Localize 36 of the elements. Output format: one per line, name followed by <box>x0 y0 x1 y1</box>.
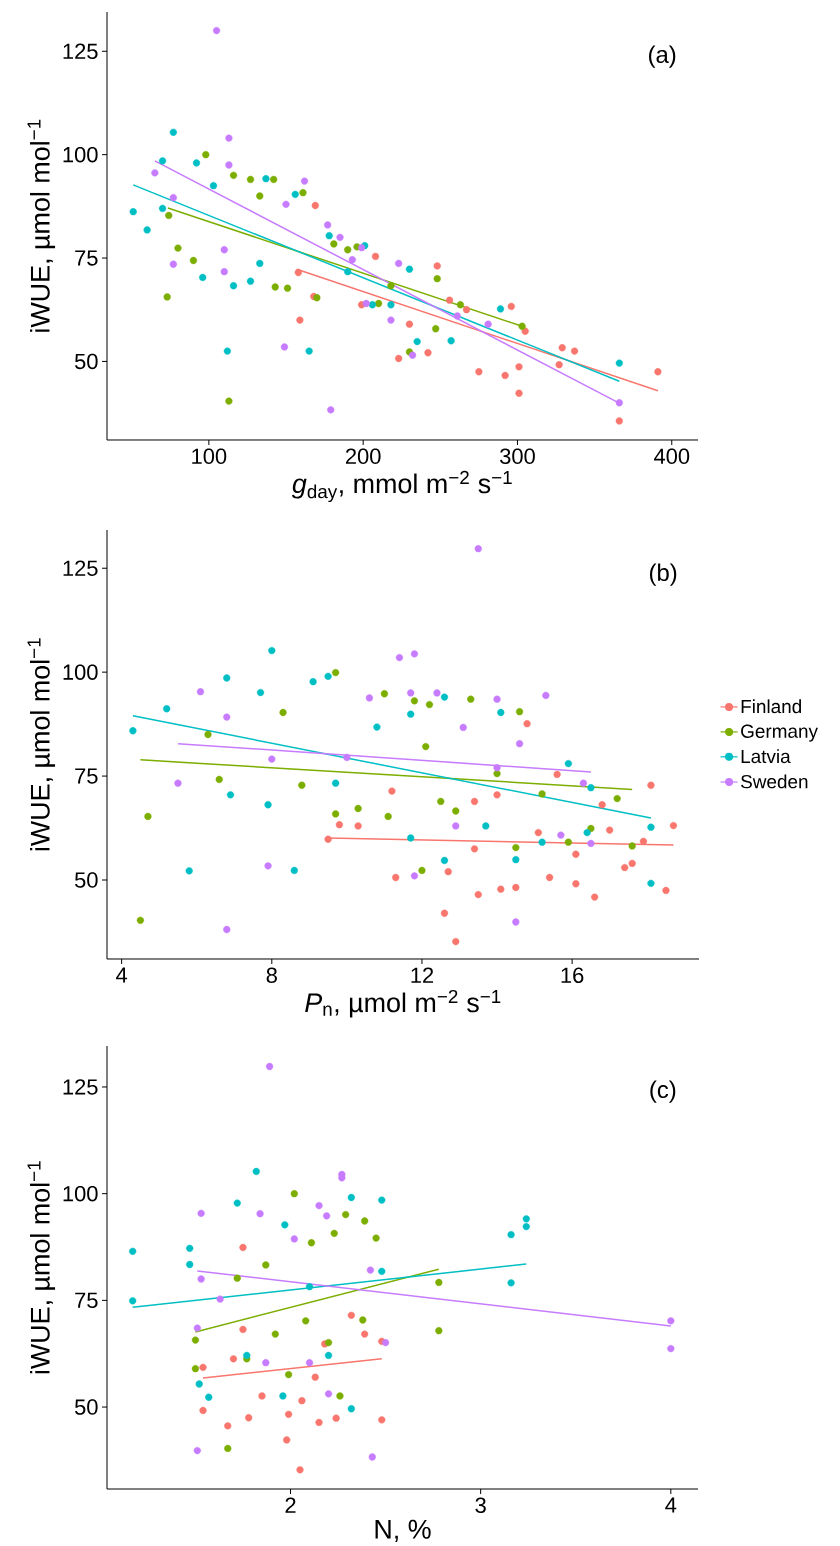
x-axis-title: P$_{n}$, µmol m$^{−2}$ s$^{−1}$ <box>305 989 501 1018</box>
y-axis-title: iWUE, µmol mol$^{−1}$ <box>27 1161 56 1374</box>
x-tick-label: 4 <box>665 1497 677 1513</box>
legend-label: Sweden <box>741 774 808 789</box>
y-tick-label: 125 <box>63 1079 98 1095</box>
y-tick-label: 75 <box>75 250 98 266</box>
y-tick-label: 125 <box>63 43 98 60</box>
x-axis-title: g$_{day}$, mmol m$^{−2}$ s$^{−1}$ <box>291 470 512 503</box>
x-axis-title: N, % <box>375 1519 431 1542</box>
y-tick-label: 50 <box>74 353 98 370</box>
y-tick-label: 50 <box>74 1399 98 1415</box>
y-tick-label: 75 <box>75 768 98 784</box>
x-tick-label: 200 <box>345 448 381 465</box>
y-axis-title: iWUE, µmol mol$^{−1}$ <box>27 638 56 851</box>
x-tick-label: 8 <box>266 967 277 984</box>
legend-label: Germany <box>741 724 818 742</box>
y-tick-label: 100 <box>63 1185 98 1202</box>
annotation: (c) <box>650 1080 676 1103</box>
x-tick-label: 100 <box>192 448 227 465</box>
y-axis-title: iWUE, µmol mol$^{−1}$ <box>27 119 56 332</box>
y-tick-label: 100 <box>63 664 98 680</box>
annotation: (a) <box>649 45 676 68</box>
x-tick-label: 16 <box>561 967 584 984</box>
y-tick-label: 50 <box>74 872 98 888</box>
x-tick-label: 2 <box>285 1497 296 1513</box>
x-tick-label: 12 <box>411 967 434 983</box>
legend-label: Finland <box>741 699 801 714</box>
legend-label: Latvia <box>741 749 791 764</box>
x-tick-label: 300 <box>500 448 535 465</box>
x-tick-label: 4 <box>116 967 128 983</box>
y-tick-label: 75 <box>75 1292 98 1309</box>
y-tick-label: 125 <box>63 560 98 576</box>
y-tick-label: 100 <box>63 146 98 163</box>
x-tick-label: 400 <box>653 448 690 465</box>
annotation: (b) <box>649 563 677 586</box>
x-tick-label: 3 <box>475 1497 486 1514</box>
